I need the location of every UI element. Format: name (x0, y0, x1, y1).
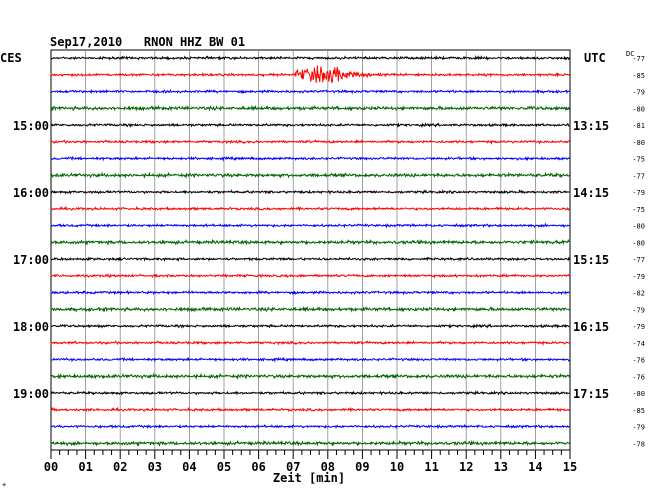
trace-1 (50, 65, 570, 83)
x-tick-label: 10 (390, 460, 404, 474)
dc-offset-label: -78 (632, 440, 645, 448)
trace-15 (50, 305, 570, 313)
left-time-label: 16:00 (13, 186, 49, 200)
trace-18 (50, 356, 570, 363)
dc-offset-label: -80 (632, 390, 645, 398)
dc-offset-label: -80 (632, 223, 645, 231)
trace-23 (50, 439, 570, 447)
trace-8 (50, 189, 570, 195)
trace-5 (50, 139, 570, 146)
dc-offset-label: -81 (632, 122, 645, 130)
dc-offset-label: -75 (632, 206, 645, 214)
x-tick-label: 12 (459, 460, 473, 474)
dc-offset-label: -85 (632, 72, 645, 80)
trace-12 (50, 256, 570, 263)
dc-offset-label: -79 (632, 273, 645, 281)
right-time-label: 14:15 (573, 186, 609, 200)
x-tick-label: 09 (355, 460, 369, 474)
trace-2 (50, 88, 570, 95)
dc-offset-label: -76 (632, 373, 645, 381)
dc-offset-label: -79 (632, 323, 645, 331)
left-time-label: 17:00 (13, 253, 49, 267)
right-time-label: 13:15 (573, 119, 609, 133)
x-tick-label: 07 (286, 460, 300, 474)
right-timezone-label: UTC (584, 51, 606, 65)
x-tick-label: 03 (148, 460, 162, 474)
dc-offset-label: -77 (632, 256, 645, 264)
x-tick-label: 14 (528, 460, 542, 474)
dc-offset-label: -80 (632, 105, 645, 113)
dc-offset-label: -85 (632, 407, 645, 415)
dc-offset-label: -76 (632, 357, 645, 365)
dc-offset-label: -75 (632, 156, 645, 164)
dc-offset-labels: -77 -85 -79 -80 -81 -80 -75 -77 -79 -75 -80 -80 -77 -… (632, 55, 645, 448)
dc-offset-label: -79 (632, 424, 645, 432)
dc-offset-label: -77 (632, 172, 645, 180)
trace-10 (50, 222, 570, 229)
plot-grid (50, 49, 571, 451)
x-tick-label: 01 (78, 460, 92, 474)
trace-11 (50, 238, 570, 246)
trace-7 (50, 171, 570, 179)
trace-19 (50, 372, 570, 380)
right-time-labels: 13:15 14:15 15:15 16:15 17:15 (573, 119, 609, 401)
left-time-label: 19:00 (13, 387, 49, 401)
right-time-label: 15:15 (573, 253, 609, 267)
dc-offset-label: -80 (632, 239, 645, 247)
dc-offset-label: -79 (632, 306, 645, 314)
trace-0 (50, 54, 570, 61)
right-time-label: 16:15 (573, 320, 609, 334)
trace-9 (50, 205, 570, 212)
dc-offset-label: -82 (632, 290, 645, 298)
trace-17 (50, 340, 570, 347)
x-tick-label: 04 (182, 460, 196, 474)
trace-20 (50, 390, 570, 396)
x-tick-label: 08 (321, 460, 335, 474)
left-time-labels: 15:00 16:00 17:00 18:00 19:00 (13, 119, 49, 401)
x-axis-title: Zeit [min] (273, 471, 345, 485)
chart-title: Sep17,2010 RNON HHZ BW 01 (50, 35, 245, 49)
trace-4 (50, 122, 570, 128)
trace-14 (50, 289, 570, 296)
x-axis: 00 01 02 03 04 05 06 07 08 09 10 11 12 13 14 15 (44, 450, 577, 474)
dc-offset-label: -80 (632, 139, 645, 147)
trace-16 (50, 323, 570, 329)
x-tick-label: 06 (251, 460, 265, 474)
left-timezone-label: CES (0, 51, 22, 65)
x-tick-label: 02 (113, 460, 127, 474)
x-tick-label: 00 (44, 460, 58, 474)
x-tick-label: 05 (217, 460, 231, 474)
x-tick-label: 11 (424, 460, 438, 474)
x-tick-label: 15 (563, 460, 577, 474)
left-time-label: 18:00 (13, 320, 49, 334)
trace-3 (50, 104, 570, 112)
right-time-label: 17:15 (573, 387, 609, 401)
dc-offset-label: -74 (632, 340, 645, 348)
dc-offset-label: -79 (632, 189, 645, 197)
dc-header-label: DC (626, 50, 634, 58)
trace-22 (50, 423, 570, 430)
dc-offset-label: -77 (632, 55, 645, 63)
trace-13 (50, 272, 570, 279)
trace-6 (50, 155, 570, 162)
x-tick-label: 13 (494, 460, 508, 474)
trace-group (50, 54, 570, 447)
trace-21 (50, 406, 570, 413)
left-time-label: 15:00 (13, 119, 49, 133)
corner-mark: + (2, 481, 6, 489)
dc-offset-label: -79 (632, 89, 645, 97)
